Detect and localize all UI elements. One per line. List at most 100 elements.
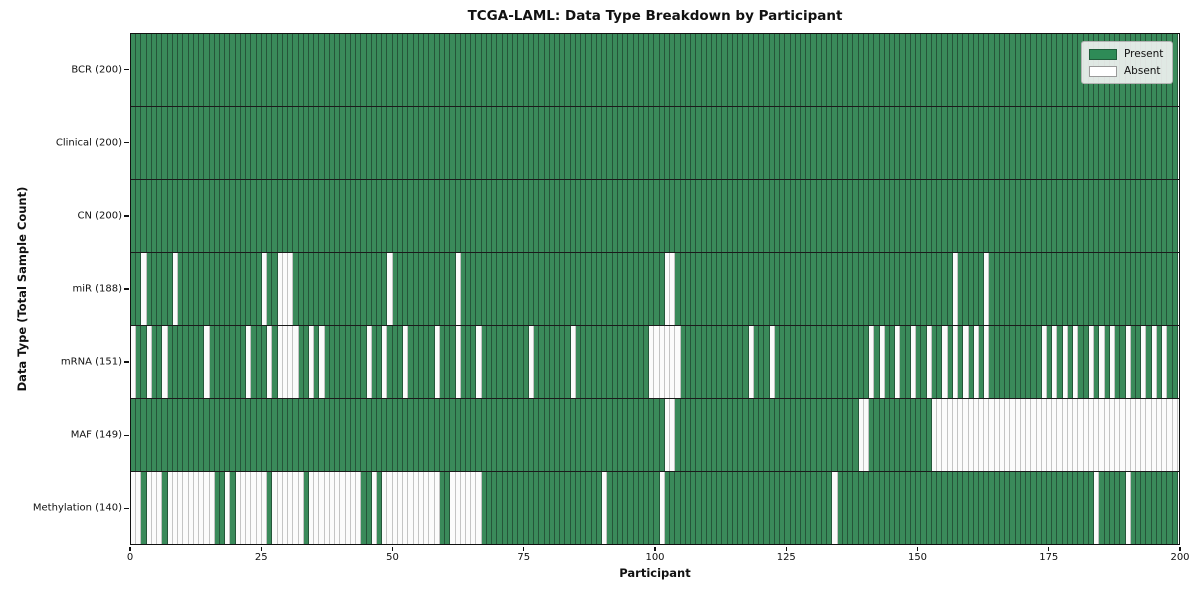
cell-present (895, 253, 901, 325)
cell-present (340, 180, 346, 252)
cell-absent (408, 472, 414, 544)
cell-present (764, 399, 770, 471)
cell-present (785, 253, 791, 325)
cell-present (214, 326, 220, 398)
cell-present (335, 34, 341, 106)
cell-absent (1162, 399, 1168, 471)
cell-absent (952, 399, 959, 471)
cell-present (193, 34, 200, 106)
cell-present (1036, 472, 1042, 544)
cell-present (486, 107, 493, 179)
cell-present (832, 399, 838, 471)
cell-present (204, 253, 210, 325)
cell-present (1083, 107, 1089, 179)
cell-present (780, 253, 786, 325)
cell-present (654, 472, 660, 544)
cell-present (643, 107, 650, 179)
cell-present (759, 34, 765, 106)
cell-present (151, 326, 158, 398)
cell-present (1015, 326, 1021, 398)
cell-present (214, 180, 220, 252)
cell-present (219, 253, 226, 325)
cell-present (989, 326, 995, 398)
cell-present (377, 180, 383, 252)
cell-present (570, 107, 576, 179)
cell-present (989, 180, 995, 252)
cell-present (408, 253, 414, 325)
cell-absent (476, 472, 482, 544)
cell-present (900, 107, 906, 179)
cell-present (931, 34, 938, 106)
cell-present (199, 326, 205, 398)
cell-present (288, 34, 294, 106)
cell-present (497, 399, 503, 471)
cell-present (382, 107, 388, 179)
cell-present (486, 180, 493, 252)
cell-present (706, 326, 713, 398)
cell-present (916, 399, 922, 471)
cell-present (842, 472, 849, 544)
cell-present (162, 399, 168, 471)
cell-present (633, 326, 639, 398)
cell-present (251, 253, 257, 325)
cell-present (607, 472, 613, 544)
cell-present (743, 472, 749, 544)
cell-present (675, 107, 681, 179)
cell-present (157, 253, 163, 325)
cell-present (743, 399, 749, 471)
cell-present (528, 34, 535, 106)
cell-absent (1141, 326, 1147, 398)
cell-present (272, 34, 278, 106)
cell-present (1020, 180, 1027, 252)
cell-absent (1083, 399, 1089, 471)
cell-present (1172, 253, 1178, 325)
cell-absent (1167, 399, 1173, 471)
cell-present (445, 326, 451, 398)
cell-present (842, 399, 849, 471)
cell-present (900, 472, 906, 544)
cell-present (1125, 180, 1131, 252)
cell-present (659, 107, 665, 179)
cell-present (801, 253, 807, 325)
cell-present (999, 472, 1006, 544)
cell-present (858, 326, 864, 398)
cell-present (199, 107, 205, 179)
cell-present (607, 34, 613, 106)
cell-present (466, 253, 472, 325)
cell-present (968, 107, 974, 179)
cell-present (502, 253, 508, 325)
cell-present (429, 34, 435, 106)
cell-present (900, 34, 906, 106)
cell-present (204, 107, 210, 179)
cell-present (895, 472, 901, 544)
cell-absent (968, 399, 974, 471)
cell-absent (528, 326, 535, 398)
cell-present (612, 399, 618, 471)
cell-present (706, 399, 713, 471)
cell-present (591, 107, 597, 179)
cell-present (554, 472, 561, 544)
cell-present (560, 399, 566, 471)
cell-present (586, 472, 592, 544)
cell-present (329, 399, 336, 471)
cell-present (1052, 253, 1058, 325)
cell-present (1067, 326, 1074, 398)
cell-present (476, 107, 482, 179)
cell-present (842, 180, 849, 252)
cell-absent (1047, 399, 1053, 471)
cell-present (439, 326, 446, 398)
cell-present (842, 107, 849, 179)
cell-present (314, 180, 320, 252)
cell-present (319, 107, 325, 179)
cell-present (178, 34, 184, 106)
cell-present (717, 180, 723, 252)
cell-present (575, 180, 582, 252)
cell-present (879, 34, 885, 106)
cell-present (403, 180, 409, 252)
cell-present (141, 472, 147, 544)
cell-present (460, 399, 466, 471)
xtick-mark (391, 546, 394, 551)
cell-present (790, 34, 796, 106)
cell-absent (1041, 399, 1048, 471)
cell-present (141, 326, 147, 398)
